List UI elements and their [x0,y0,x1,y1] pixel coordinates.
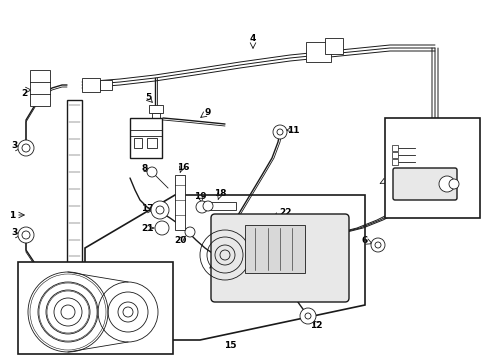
Text: 9: 9 [204,108,211,117]
FancyBboxPatch shape [210,214,348,302]
Text: 2: 2 [21,89,27,98]
Text: 3: 3 [11,140,17,149]
Bar [147,138,157,148]
Bar [100,80,112,90]
Circle shape [448,179,458,189]
Circle shape [196,201,207,213]
Circle shape [22,231,30,239]
Circle shape [276,129,283,135]
Circle shape [156,206,163,214]
Circle shape [272,125,286,139]
Bar [305,42,330,62]
Text: 7: 7 [386,174,392,183]
Circle shape [147,167,157,177]
Text: 20: 20 [173,235,186,244]
Text: 14: 14 [433,144,446,153]
Circle shape [184,227,195,237]
Text: 10: 10 [425,206,437,215]
Text: 11: 11 [286,126,299,135]
Bar [325,38,342,54]
Circle shape [305,313,310,319]
Circle shape [370,238,384,252]
Text: 21: 21 [142,224,154,233]
Circle shape [151,201,169,219]
Circle shape [203,201,213,211]
Bar [152,113,160,118]
Text: 16: 16 [176,162,189,171]
Bar [134,138,142,148]
Text: 15: 15 [224,341,236,350]
Bar [391,145,397,151]
Bar [18,262,173,354]
Circle shape [18,227,34,243]
Bar [391,159,397,165]
Bar [207,202,236,210]
Bar [30,70,50,106]
Text: 23: 23 [119,333,131,342]
Text: 12: 12 [309,320,322,329]
Text: 17: 17 [141,203,153,212]
Text: 22: 22 [278,207,291,216]
Text: 19: 19 [193,192,206,201]
Circle shape [155,221,169,235]
Circle shape [22,144,30,152]
Circle shape [299,308,315,324]
Text: 18: 18 [213,189,226,198]
Text: 1: 1 [9,211,15,220]
Text: 6: 6 [361,235,367,244]
Text: 4: 4 [249,33,256,42]
FancyBboxPatch shape [392,168,456,200]
Bar [67,100,82,295]
Circle shape [438,176,454,192]
Bar [149,105,163,113]
Bar [244,225,305,273]
Bar [384,118,479,218]
Text: 13: 13 [423,120,435,129]
Bar [82,78,100,92]
Text: 5: 5 [144,93,151,102]
Bar [130,118,162,158]
Bar [391,152,397,158]
Bar [175,175,184,230]
Circle shape [18,140,34,156]
Text: 3: 3 [11,228,17,237]
Circle shape [374,242,380,248]
Text: 8: 8 [142,163,148,172]
